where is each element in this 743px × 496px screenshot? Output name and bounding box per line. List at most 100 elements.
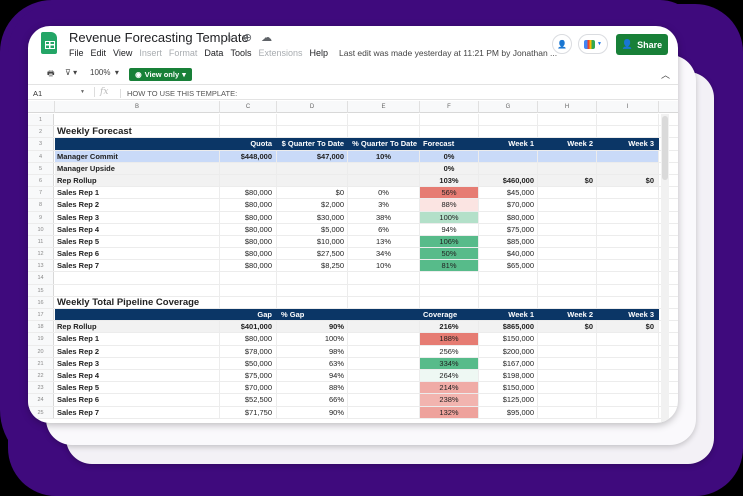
- cell-d9[interactable]: $30,000: [277, 211, 348, 223]
- cell-b10[interactable]: Sales Rep 4: [55, 223, 220, 235]
- cell-i23[interactable]: [597, 382, 659, 394]
- cell-h18[interactable]: $0: [538, 321, 597, 333]
- cell-h6[interactable]: $0: [538, 174, 597, 187]
- cell-e17[interactable]: [348, 309, 420, 321]
- column-header-d[interactable]: D: [277, 101, 348, 113]
- cell-c4[interactable]: $448,000: [220, 150, 277, 162]
- cell-g21[interactable]: $167,000: [479, 357, 538, 369]
- cell-f8[interactable]: 88%: [420, 199, 479, 211]
- cell-c20[interactable]: $78,000: [220, 345, 277, 357]
- cell-d7[interactable]: $0: [277, 187, 348, 199]
- last-edit-link[interactable]: Last edit was made yesterday at 11:21 PM…: [339, 48, 558, 58]
- cell-i11[interactable]: [597, 235, 659, 248]
- cell-e7[interactable]: 0%: [348, 187, 420, 199]
- cell-i8[interactable]: [597, 199, 659, 211]
- cell-b5[interactable]: Manager Upside: [55, 162, 220, 174]
- cell-f2[interactable]: [420, 126, 479, 138]
- cell-h16[interactable]: [538, 296, 597, 308]
- cell-e15[interactable]: [348, 284, 420, 296]
- row-number[interactable]: 17: [28, 309, 54, 321]
- menu-data[interactable]: Data: [204, 48, 224, 58]
- cell-f15[interactable]: [420, 284, 479, 296]
- cell-h21[interactable]: [538, 357, 597, 369]
- cell-h3[interactable]: Week 2: [538, 138, 597, 150]
- sheets-logo-icon[interactable]: [41, 32, 57, 54]
- cell-b11[interactable]: Sales Rep 5: [55, 235, 220, 248]
- cell-b1[interactable]: [55, 114, 220, 126]
- cell-h10[interactable]: [538, 223, 597, 235]
- scrollbar-thumb[interactable]: [662, 116, 668, 180]
- cell-b23[interactable]: Sales Rep 5: [55, 382, 220, 394]
- move-to-drive-icon[interactable]: ⊕: [242, 32, 253, 44]
- cell-f11[interactable]: 106%: [420, 235, 479, 248]
- meet-button[interactable]: ▼: [578, 34, 608, 54]
- cell-f6[interactable]: 103%: [420, 174, 479, 187]
- cell-e25[interactable]: [348, 406, 420, 418]
- cell-i7[interactable]: [597, 187, 659, 199]
- cell-d4[interactable]: $47,000: [277, 150, 348, 162]
- cell-b9[interactable]: Sales Rep 3: [55, 211, 220, 223]
- cell-i15[interactable]: [597, 284, 659, 296]
- cell-h8[interactable]: [538, 199, 597, 211]
- cell-g5[interactable]: [479, 162, 538, 174]
- cell-f19[interactable]: 188%: [420, 333, 479, 345]
- cell-i25[interactable]: [597, 406, 659, 418]
- cell-d1[interactable]: [277, 114, 348, 126]
- column-header-e[interactable]: E: [348, 101, 420, 113]
- cell-c1[interactable]: [220, 114, 277, 126]
- cell-g22[interactable]: $198,000: [479, 369, 538, 382]
- cell-c14[interactable]: [220, 272, 277, 284]
- cell-f20[interactable]: 256%: [420, 345, 479, 357]
- cell-g2[interactable]: [479, 126, 538, 138]
- row-number[interactable]: 5: [28, 162, 54, 174]
- name-box[interactable]: A1: [33, 89, 43, 98]
- cell-d24[interactable]: 66%: [277, 394, 348, 406]
- row-number[interactable]: 18: [28, 321, 54, 333]
- cell-f5[interactable]: 0%: [420, 162, 479, 174]
- cell-e23[interactable]: [348, 382, 420, 394]
- cell-c6[interactable]: [220, 174, 277, 187]
- cell-c21[interactable]: $50,000: [220, 357, 277, 369]
- cell-d8[interactable]: $2,000: [277, 199, 348, 211]
- row-number[interactable]: 10: [28, 223, 54, 235]
- cell-h23[interactable]: [538, 382, 597, 394]
- column-header-f[interactable]: F: [420, 101, 479, 113]
- row-number[interactable]: 12: [28, 248, 54, 260]
- cell-i1[interactable]: [597, 114, 659, 126]
- cell-e1[interactable]: [348, 114, 420, 126]
- cell-i21[interactable]: [597, 357, 659, 369]
- row-number[interactable]: 2: [28, 126, 54, 138]
- cell-g11[interactable]: $85,000: [479, 235, 538, 248]
- row-number[interactable]: 7: [28, 187, 54, 199]
- cell-i16[interactable]: [597, 296, 659, 308]
- cell-i6[interactable]: $0: [597, 174, 659, 187]
- column-header-g[interactable]: G: [479, 101, 538, 113]
- cell-b13[interactable]: Sales Rep 7: [55, 260, 220, 272]
- cell-c5[interactable]: [220, 162, 277, 174]
- cell-e20[interactable]: [348, 345, 420, 357]
- cell-i2[interactable]: [597, 126, 659, 138]
- row-number[interactable]: 19: [28, 333, 54, 345]
- cell-d19[interactable]: 100%: [277, 333, 348, 345]
- row-number[interactable]: 16: [28, 296, 54, 308]
- cell-g9[interactable]: $80,000: [479, 211, 538, 223]
- cell-e2[interactable]: [348, 126, 420, 138]
- row-number[interactable]: 21: [28, 357, 54, 369]
- menu-tools[interactable]: Tools: [230, 48, 252, 58]
- cell-d13[interactable]: $8,250: [277, 260, 348, 272]
- row-number[interactable]: 13: [28, 260, 54, 272]
- cell-g23[interactable]: $150,000: [479, 382, 538, 394]
- cell-c2[interactable]: [220, 126, 277, 138]
- cell-e13[interactable]: 10%: [348, 260, 420, 272]
- cell-e22[interactable]: [348, 369, 420, 382]
- cell-f10[interactable]: 94%: [420, 223, 479, 235]
- cell-h20[interactable]: [538, 345, 597, 357]
- document-title[interactable]: Revenue Forecasting Template: [69, 30, 249, 45]
- cell-d6[interactable]: [277, 174, 348, 187]
- cell-d15[interactable]: [277, 284, 348, 296]
- cell-b25[interactable]: Sales Rep 7: [55, 406, 220, 418]
- row-number[interactable]: 9: [28, 211, 54, 223]
- cell-h25[interactable]: [538, 406, 597, 418]
- cell-c24[interactable]: $52,500: [220, 394, 277, 406]
- share-button[interactable]: 👤 Share: [616, 34, 668, 55]
